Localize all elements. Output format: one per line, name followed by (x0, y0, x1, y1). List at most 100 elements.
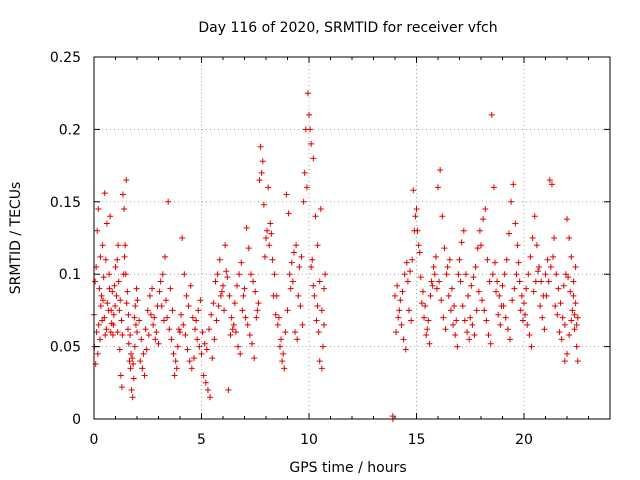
data-point (459, 303, 466, 310)
data-point (568, 253, 575, 260)
data-point (92, 278, 99, 285)
data-point (112, 263, 119, 270)
data-point (452, 332, 459, 339)
data-point (517, 307, 524, 314)
data-point (397, 297, 404, 304)
data-point (469, 321, 476, 328)
data-point (400, 336, 407, 343)
data-point (303, 184, 310, 191)
data-point (247, 271, 254, 278)
data-point (438, 297, 445, 304)
data-point (236, 271, 243, 278)
data-point (128, 387, 135, 394)
data-point (278, 336, 285, 343)
data-point (441, 245, 448, 252)
data-point (158, 303, 165, 310)
data-point (319, 343, 326, 350)
data-point (531, 213, 538, 220)
data-point (212, 278, 219, 285)
data-point (201, 340, 208, 347)
data-point (109, 332, 116, 339)
data-point (173, 365, 180, 372)
data-point (494, 278, 501, 285)
data-point (473, 307, 480, 314)
data-point (454, 343, 461, 350)
data-point (560, 282, 567, 289)
data-point (144, 307, 151, 314)
data-point (486, 278, 493, 285)
data-point (450, 321, 457, 328)
data-point (403, 259, 410, 266)
data-point (206, 326, 213, 333)
data-point (413, 206, 420, 213)
data-point (293, 242, 300, 249)
data-point (129, 394, 136, 401)
data-point (484, 256, 491, 263)
data-point (448, 285, 455, 292)
data-point (479, 297, 486, 304)
data-point (253, 314, 260, 321)
data-point (407, 268, 414, 275)
data-point (109, 288, 116, 295)
data-point (159, 271, 166, 278)
data-point (313, 317, 320, 324)
data-point (242, 314, 249, 321)
data-point (295, 292, 302, 299)
data-point (281, 365, 288, 372)
data-point (237, 350, 244, 357)
data-point (543, 292, 550, 299)
data-point (163, 297, 170, 304)
data-point (476, 227, 483, 234)
data-point (190, 355, 197, 362)
data-point (142, 326, 149, 333)
data-point (318, 307, 325, 314)
data-point (561, 358, 568, 365)
data-point (118, 317, 125, 324)
data-point (258, 169, 265, 176)
data-point (96, 285, 103, 292)
data-point (189, 314, 196, 321)
data-point (307, 126, 314, 133)
data-point (418, 300, 425, 307)
data-point (404, 278, 411, 285)
data-point (193, 317, 200, 324)
data-point (165, 198, 172, 205)
x-tick-label: 15 (408, 432, 426, 448)
data-point (480, 216, 487, 223)
data-point (221, 307, 228, 314)
data-point (490, 184, 497, 191)
data-point (117, 297, 124, 304)
data-point (550, 253, 557, 260)
data-point (546, 177, 553, 184)
data-point (230, 321, 237, 328)
data-point (538, 278, 545, 285)
data-point (115, 278, 122, 285)
data-point (487, 340, 494, 347)
data-point (289, 278, 296, 285)
data-point (509, 297, 516, 304)
data-point (124, 288, 131, 295)
data-point (276, 343, 283, 350)
data-point (266, 242, 273, 249)
data-point (106, 285, 113, 292)
data-point (267, 220, 274, 227)
data-point (132, 303, 139, 310)
data-point (394, 282, 401, 289)
data-point (131, 314, 138, 321)
data-point (508, 198, 515, 205)
data-point (287, 285, 294, 292)
data-point (107, 213, 114, 220)
data-point (501, 271, 508, 278)
data-point (547, 263, 554, 270)
data-point (296, 263, 303, 270)
data-point (309, 256, 316, 263)
data-point (311, 292, 318, 299)
data-point (505, 230, 512, 237)
data-point (164, 314, 171, 321)
data-point (496, 292, 503, 299)
data-point (542, 271, 549, 278)
data-point (528, 343, 535, 350)
data-point (166, 326, 173, 333)
data-point (222, 242, 229, 249)
data-point (453, 317, 460, 324)
